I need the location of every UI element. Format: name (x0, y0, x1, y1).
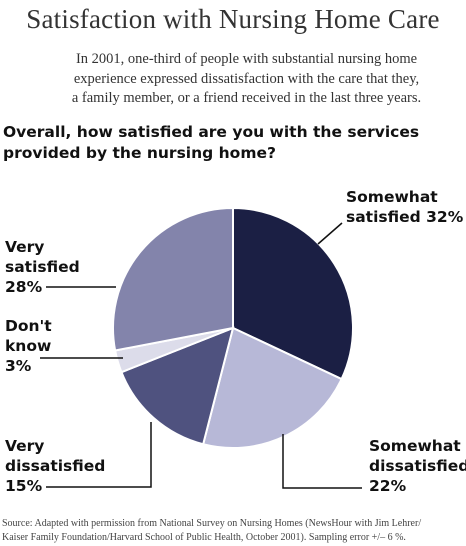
label-line: 15% (5, 477, 43, 495)
leader-line-somewhat-dissatisfied (282, 434, 362, 489)
question-line: Overall, how satisfied are you with the … (3, 123, 420, 141)
source-line: Kaiser Family Foundation/Harvard School … (2, 531, 406, 543)
leader-line-very-dissatisfied (46, 422, 152, 488)
label-very-dissatisfied: Very dissatisfied 15% (5, 436, 105, 496)
chart-subtitle: In 2001, one-third of people with substa… (34, 50, 459, 109)
label-line: 28% (5, 278, 43, 296)
label-very-satisfied: Very satisfied 28% (5, 237, 80, 297)
survey-question: Overall, how satisfied are you with the … (3, 122, 463, 164)
label-line: satisfied (5, 258, 80, 276)
subtitle-line: a family member, or a friend received in… (71, 90, 422, 106)
pie-slice-very-satisfied (112, 206, 234, 352)
question-line: provided by the nursing home? (3, 144, 276, 162)
label-line: Somewhat (369, 437, 461, 455)
label-line: Very (5, 437, 45, 455)
label-dont-know: Don't know 3% (5, 316, 52, 376)
label-line: Somewhat (346, 188, 438, 206)
label-line: know (5, 337, 52, 355)
pie-slice-somewhat-dissatisfied (201, 326, 343, 449)
leader-line-somewhat-satisfied (317, 222, 343, 245)
pie-slice-very-dissatisfied (120, 326, 235, 446)
label-line: Don't (5, 317, 52, 335)
label-line: satisfied 32% (346, 208, 464, 226)
label-somewhat-satisfied: Somewhat satisfied 32% (346, 187, 463, 227)
subtitle-line: In 2001, one-third of people with substa… (75, 51, 418, 67)
label-line: 22% (369, 477, 407, 495)
label-line: Very (5, 238, 45, 256)
source-line: Source: Adapted with permission from Nat… (2, 518, 422, 529)
source-note: Source: Adapted with permission from Nat… (2, 517, 466, 544)
leader-lines (40, 222, 362, 489)
chart-title: Satisfaction with Nursing Home Care (26, 4, 440, 34)
label-line: dissatisfied (5, 457, 106, 475)
pie-slices (112, 206, 354, 449)
pie-slice-somewhat-satisfied (232, 206, 354, 381)
subtitle-line: experience expressed dissatisfaction wit… (73, 70, 420, 87)
label-line: 3% (5, 357, 32, 375)
label-line: dissatisfied (369, 457, 466, 475)
label-somewhat-dissatisfied: Somewhat dissatisfied 22% (369, 436, 466, 496)
